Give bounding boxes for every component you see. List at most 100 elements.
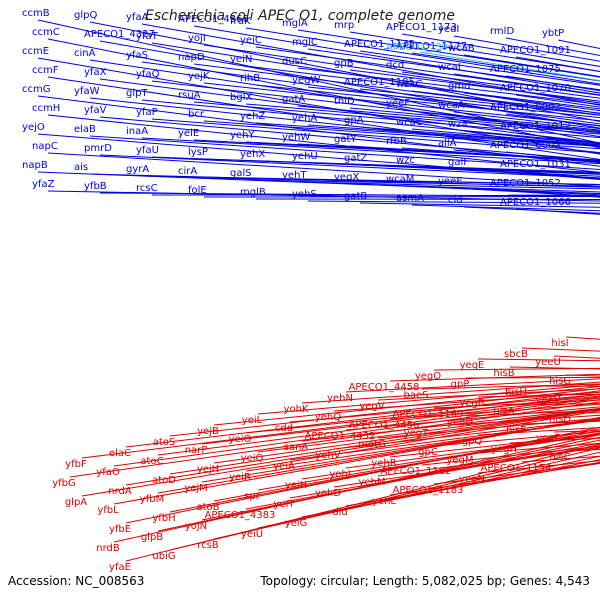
gene-connector bbox=[203, 120, 600, 150]
gene-label: yehV bbox=[315, 450, 340, 461]
gene-label: APECO1_6003 bbox=[490, 140, 561, 151]
gene-connector bbox=[297, 29, 600, 78]
gene-connector bbox=[99, 154, 600, 179]
gene-label: ais bbox=[74, 162, 88, 173]
gene-connector bbox=[113, 398, 600, 467]
gene-label: yeiH bbox=[285, 480, 307, 491]
gene-label: yfaU bbox=[136, 145, 159, 156]
gene-label: yfaO bbox=[96, 467, 120, 478]
gene-label: APECO1_1173 bbox=[386, 22, 457, 33]
gene-label: sanA bbox=[284, 442, 309, 453]
gene-connector bbox=[257, 408, 600, 453]
gene-label: yegN bbox=[459, 474, 485, 485]
gene-label: yegE bbox=[460, 360, 485, 371]
gene-label: yehR bbox=[371, 458, 396, 469]
gene-label: cinA bbox=[74, 48, 96, 59]
gene-label: atoB bbox=[196, 502, 219, 513]
gene-label: wcaM bbox=[386, 174, 414, 185]
gene-label: cirA bbox=[178, 166, 197, 177]
gene-connector bbox=[359, 202, 600, 208]
gene-label: dld bbox=[332, 507, 347, 518]
gene-label: yegH bbox=[491, 444, 517, 455]
gene-label: hisF bbox=[506, 425, 526, 436]
gene-connector bbox=[213, 430, 600, 502]
gene-label: APECO1_1031 bbox=[500, 159, 571, 170]
gene-connector bbox=[289, 419, 600, 461]
gene-label: allA bbox=[438, 138, 457, 149]
gene-label: wcaC bbox=[396, 117, 423, 128]
gene-connector bbox=[245, 179, 600, 187]
gene-label: yehM bbox=[358, 477, 385, 488]
gene-label: rihB bbox=[240, 73, 260, 84]
gene-label: hisA bbox=[493, 406, 514, 417]
gene-label: asmA bbox=[396, 193, 424, 204]
gene-label: hisD bbox=[549, 414, 571, 425]
gene-connector bbox=[201, 418, 600, 483]
gene-connector bbox=[125, 408, 600, 486]
gene-label: yfbG bbox=[52, 478, 76, 489]
gene-label: galF bbox=[448, 157, 469, 168]
gene-label: yfaV bbox=[84, 105, 107, 116]
gene-label: wzc bbox=[396, 155, 415, 166]
gene-connector bbox=[301, 407, 600, 442]
gene-label: folE bbox=[188, 185, 207, 196]
gene-connector bbox=[157, 397, 600, 456]
gene-connector bbox=[349, 69, 600, 102]
gene-label: yegT bbox=[404, 428, 429, 439]
gene-label: yeiN bbox=[230, 54, 252, 65]
gene-label: ccmF bbox=[32, 65, 59, 76]
gene-label: yeiE bbox=[178, 128, 199, 139]
gene-connector bbox=[213, 386, 600, 426]
gene-label: mglB bbox=[240, 187, 266, 198]
gene-connector bbox=[245, 103, 600, 135]
gene-label: APECO1_6002 bbox=[490, 102, 561, 113]
gene-connector bbox=[359, 88, 600, 116]
gene-label: rcsB bbox=[197, 540, 219, 551]
gene-label: wcaI bbox=[438, 62, 461, 73]
gene-connector bbox=[307, 86, 600, 119]
gene-label: narP bbox=[185, 445, 208, 456]
gene-label: APECO1_1182 bbox=[381, 466, 452, 477]
gene-connector bbox=[307, 162, 600, 175]
gene-label: baeS bbox=[404, 390, 429, 401]
gene-connector bbox=[47, 152, 600, 187]
gene-label: hisG bbox=[549, 376, 571, 387]
gene-connector bbox=[203, 82, 600, 127]
gene-connector bbox=[89, 135, 600, 171]
gene-label: bglX bbox=[230, 92, 252, 103]
gene-label: yehZ bbox=[240, 111, 265, 122]
gene-label: APECO1_1169 bbox=[393, 409, 464, 420]
gene-label: APECO1_1091 bbox=[500, 45, 571, 56]
gene-connector bbox=[141, 61, 600, 125]
gene-label: APECO1_1177 bbox=[396, 41, 467, 52]
gene-label: yfaP bbox=[136, 107, 158, 118]
gene-label: glpT bbox=[126, 88, 148, 99]
gene-label: mglC bbox=[292, 37, 318, 48]
gene-connector bbox=[245, 419, 600, 472]
gene-connector bbox=[157, 417, 600, 494]
gene-connector bbox=[193, 177, 600, 185]
gene-connector bbox=[255, 122, 600, 148]
gene-label: APECO1_4432 bbox=[305, 431, 376, 442]
gene-label: hisI bbox=[551, 338, 568, 349]
gene-label: cdd bbox=[275, 423, 293, 434]
gene-label: lysP bbox=[188, 147, 208, 158]
gene-label: dcd bbox=[386, 60, 404, 71]
gene-connector bbox=[345, 461, 600, 507]
gene-label: yfbL bbox=[97, 505, 119, 516]
gene-connector bbox=[201, 396, 600, 445]
gene-label: yfaW bbox=[74, 86, 100, 97]
genome-title: Escherichia coli APEC O1, complete genom… bbox=[145, 8, 455, 24]
gene-label: yfbF bbox=[65, 459, 87, 470]
gene-connector bbox=[345, 406, 600, 431]
gene-label: yejO bbox=[22, 122, 45, 133]
gene-label: yohK bbox=[284, 404, 309, 415]
gene-connector bbox=[113, 416, 600, 505]
gene-connector bbox=[255, 198, 600, 200]
gene-label: yeiG bbox=[285, 518, 308, 529]
gene-connector bbox=[141, 23, 600, 106]
gene-label: glpA bbox=[65, 497, 87, 508]
gene-connector bbox=[257, 384, 600, 415]
gene-label: wzxC bbox=[396, 79, 422, 90]
gene-label: yegB bbox=[459, 398, 484, 409]
